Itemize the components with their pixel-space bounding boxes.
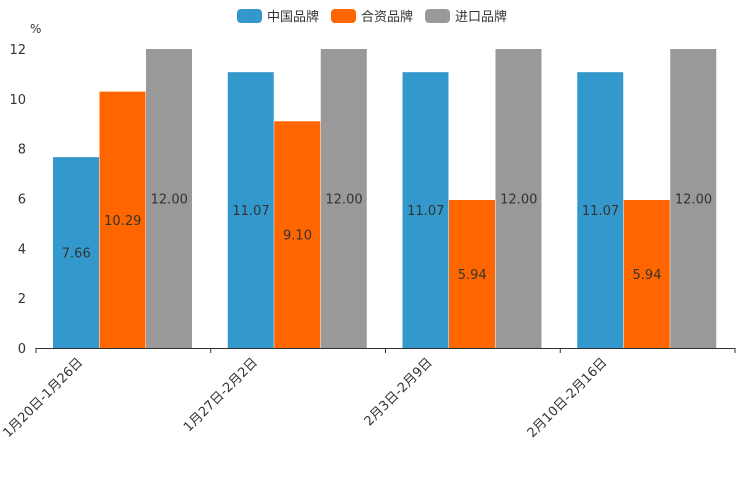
y-tick-label: 12 — [9, 43, 26, 58]
x-category-label: 2月3日-2月9日 — [362, 355, 436, 429]
x-category-label: 1月20日-1月26日 — [0, 355, 86, 441]
bar[interactable] — [146, 49, 192, 348]
bar[interactable] — [495, 49, 542, 348]
bar[interactable] — [227, 72, 274, 349]
y-tick-label: 10 — [9, 93, 26, 108]
y-tick-label: 2 — [18, 292, 26, 307]
data-label: 11.07 — [232, 204, 269, 219]
legend-label-joint-venture-brand: 合资品牌 — [360, 10, 413, 25]
chart-legend: 中国品牌 合资品牌 进口品牌 — [0, 6, 744, 25]
data-label: 12.00 — [151, 193, 188, 208]
y-tick-label: 4 — [18, 242, 26, 257]
y-tick-label: 6 — [18, 193, 26, 208]
x-category-label: 2月10日-2月16日 — [525, 355, 611, 441]
legend-swatch-joint-venture-brand — [330, 8, 356, 23]
legend-item-imported-brand[interactable]: 进口品牌 — [425, 6, 507, 25]
data-label: 12.00 — [325, 193, 362, 208]
bar[interactable] — [670, 49, 717, 348]
bar[interactable] — [274, 121, 321, 348]
bar[interactable] — [53, 157, 99, 348]
x-category-label: 1月27日-2月2日 — [181, 355, 261, 435]
data-label: 10.29 — [104, 214, 141, 229]
bar[interactable] — [449, 199, 495, 348]
y-tick-label: 8 — [18, 143, 26, 158]
legend-label-china-brand: 中国品牌 — [266, 10, 319, 25]
legend-item-china-brand[interactable]: 中国品牌 — [236, 6, 319, 25]
y-tick-label: 0 — [18, 342, 26, 357]
bar[interactable] — [99, 91, 146, 349]
bar[interactable] — [623, 199, 670, 348]
bar[interactable] — [577, 72, 624, 349]
data-label: 5.94 — [458, 268, 487, 283]
legend-swatch-china-brand — [236, 8, 262, 23]
legend-label-imported-brand: 进口品牌 — [455, 10, 508, 25]
data-label: 12.00 — [500, 193, 537, 208]
data-label: 11.07 — [407, 204, 444, 219]
legend-swatch-imported-brand — [425, 8, 450, 23]
data-label: 11.07 — [582, 204, 619, 219]
data-label: 5.94 — [633, 268, 662, 283]
bar[interactable] — [320, 49, 367, 348]
data-label: 9.10 — [283, 229, 312, 244]
y-axis-unit-label: % — [30, 22, 41, 36]
data-label: 7.66 — [62, 247, 91, 262]
legend-item-joint-venture-brand[interactable]: 合资品牌 — [330, 6, 413, 25]
data-label: 12.00 — [675, 193, 712, 208]
bar[interactable] — [402, 72, 449, 349]
